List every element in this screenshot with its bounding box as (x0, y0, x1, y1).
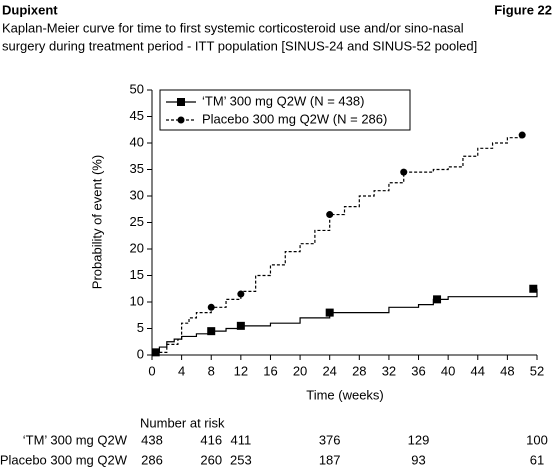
censor-marker (518, 131, 526, 139)
risk-value: 376 (319, 432, 341, 447)
subtitle: Kaplan-Meier curve for time to first sys… (2, 20, 464, 35)
risk-value: 411 (230, 432, 251, 447)
header: Dupixent (2, 2, 58, 17)
censor-marker (207, 303, 215, 311)
risk-row-label: ‘TM’ 300 mg Q2W (23, 432, 128, 447)
risk-value: 286 (141, 452, 163, 467)
x-tick-label: 36 (411, 363, 425, 378)
y-tick-label: 10 (130, 293, 144, 308)
censor-marker (237, 290, 245, 298)
legend-marker (177, 116, 185, 124)
legend-label: Placebo 300 mg Q2W (N = 286) (202, 111, 387, 126)
x-axis-label: Time (weeks) (306, 387, 384, 402)
censor-marker (326, 211, 334, 219)
y-tick-label: 35 (130, 161, 144, 176)
risk-value: 187 (319, 452, 341, 467)
risk-value: 416 (200, 432, 222, 447)
x-tick-label: 20 (293, 363, 307, 378)
y-tick-label: 40 (130, 134, 144, 149)
risk-value: 253 (230, 452, 252, 467)
risk-value: 100 (526, 432, 548, 447)
y-tick-label: 5 (137, 320, 144, 335)
risk-title: Number at risk (140, 415, 225, 430)
risk-value: 438 (141, 432, 163, 447)
risk-value: 61 (530, 452, 544, 467)
legend-box (159, 89, 411, 131)
x-tick-label: 32 (382, 363, 396, 378)
y-axis-label: Probability of event (%) (89, 155, 104, 289)
y-tick-label: 25 (130, 214, 144, 229)
censor-marker (236, 321, 245, 330)
censor-marker (400, 168, 408, 176)
y-tick-label: 30 (130, 187, 144, 202)
figure-label: Figure 22 (494, 2, 552, 17)
risk-row-label: Placebo 300 mg Q2W (0, 452, 128, 467)
risk-value: 93 (411, 452, 425, 467)
y-tick-label: 0 (137, 346, 144, 361)
risk-value: 260 (200, 452, 222, 467)
subtitle: surgery during treatment period - ITT po… (2, 38, 477, 53)
x-tick-label: 40 (441, 363, 455, 378)
km-curve (152, 135, 523, 356)
x-tick-label: 44 (471, 363, 485, 378)
legend-label: ‘TM’ 300 mg Q2W (N = 438) (202, 93, 364, 108)
censor-marker (529, 284, 538, 293)
x-tick-label: 12 (234, 363, 248, 378)
x-tick-label: 8 (208, 363, 215, 378)
x-tick-label: 16 (263, 363, 277, 378)
x-tick-label: 48 (500, 363, 514, 378)
y-tick-label: 15 (130, 267, 144, 282)
x-tick-label: 4 (178, 363, 185, 378)
x-tick-label: 52 (530, 363, 544, 378)
y-tick-label: 50 (130, 81, 144, 96)
censor-marker (325, 308, 334, 317)
y-tick-label: 45 (130, 108, 144, 123)
x-tick-label: 0 (148, 363, 155, 378)
x-tick-label: 24 (322, 363, 336, 378)
risk-value: 129 (408, 432, 430, 447)
km-curve (152, 288, 538, 356)
y-tick-label: 20 (130, 240, 144, 255)
censor-marker (433, 295, 442, 304)
x-tick-label: 28 (352, 363, 366, 378)
censor-marker (207, 327, 216, 336)
legend-marker (177, 98, 185, 106)
